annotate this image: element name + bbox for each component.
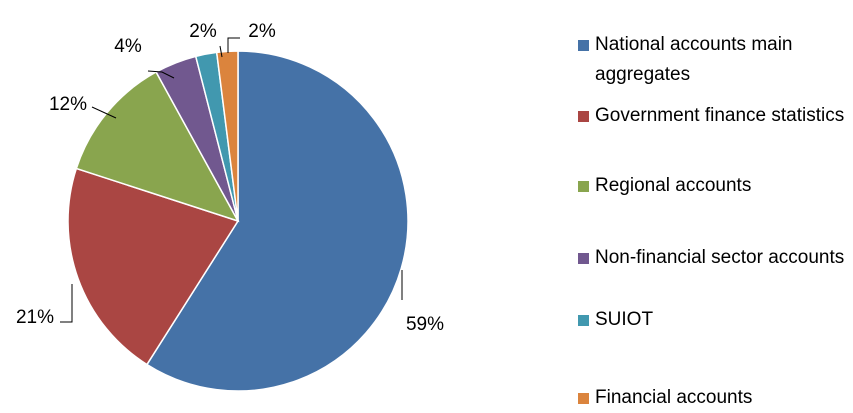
data-label: 2%: [248, 21, 276, 42]
leader-line: [219, 45, 223, 58]
legend-swatch: [578, 393, 589, 404]
legend-swatch: [578, 253, 589, 264]
pie-slice: [215, 50, 239, 222]
legend-label: Regional accounts: [595, 175, 752, 196]
pie-slice: [145, 50, 409, 392]
legend-label: Government finance statistics: [595, 105, 845, 126]
data-label: 59%: [406, 314, 444, 335]
legend-item: Non-financial sector accounts: [578, 243, 848, 273]
legend-label: Non-financial sector accounts: [595, 247, 845, 268]
legend-swatch: [578, 315, 589, 326]
legend-swatch: [578, 40, 589, 51]
legend-item: SUIOT: [578, 305, 848, 335]
pie-slice: [75, 71, 240, 223]
legend-swatch: [578, 111, 589, 122]
leader-line: [60, 284, 73, 323]
legend-item: National accounts main aggregates: [578, 30, 848, 90]
data-label: 2%: [189, 21, 217, 42]
data-label: 12%: [49, 94, 87, 115]
leader-line: [91, 106, 117, 119]
legend-item: Financial accounts: [578, 383, 848, 413]
legend-item: Regional accounts: [578, 171, 848, 201]
data-label: 4%: [114, 36, 142, 57]
legend-label: National accounts main aggregates: [595, 34, 793, 85]
chart: 59% 21% 12% 4% 2% 2%: [16, 21, 444, 392]
leader-line: [147, 70, 175, 79]
legend-label: SUIOT: [595, 309, 654, 330]
legend-swatch: [578, 181, 589, 192]
legend-item: Government finance statistics: [578, 101, 848, 131]
leader-line: [227, 37, 240, 53]
pie-slice: [67, 167, 240, 366]
data-label: 21%: [16, 307, 54, 328]
legend-label: Financial accounts: [595, 387, 753, 408]
